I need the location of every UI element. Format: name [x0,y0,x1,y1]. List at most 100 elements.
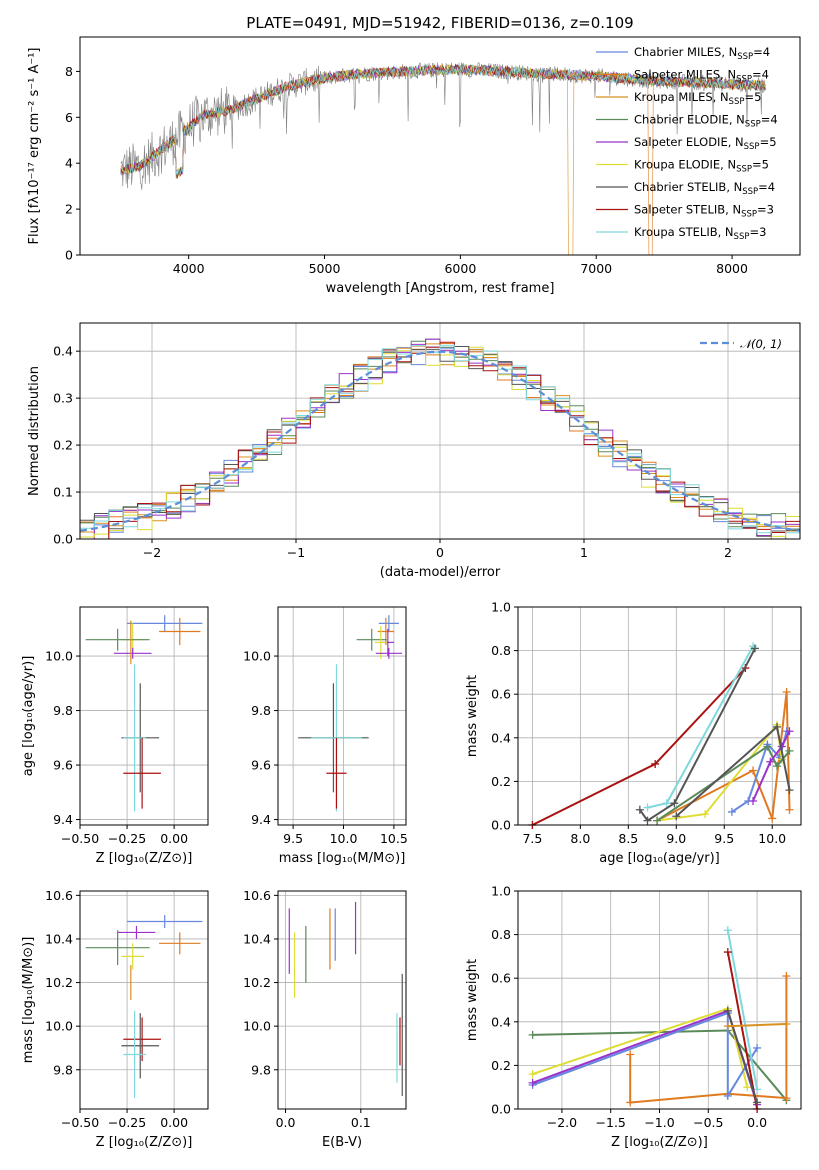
series-marker [528,1078,537,1087]
series-marker [766,757,775,766]
legend-label: Chabrier MILES, NSSP=4 [634,45,770,62]
x-axis-label: Z [log₁₀(Z/Z⊙)] [96,851,193,866]
y-tick-label: 9.8 [53,703,73,718]
spectrum-legend: Chabrier MILES, NSSP=4 Salpeter MILES, NS… [596,45,778,242]
x-tick-label: −0.25 [108,1115,146,1130]
residuals-axes: −2 −1 0 1 2 0.0 0.1 0.2 0.3 0.4 (data-model)/error… [27,323,800,580]
series-marker [727,807,736,816]
series-line [638,647,756,822]
series-marker [643,803,652,812]
y-axis-label: mass weight [465,959,480,1041]
x-axis-label: (data-model)/error [380,565,501,580]
mass_vs_ebv-axes: 0.0 0.1 9.8 10.0 10.2 10.4 10.6 E(B-V) [243,888,406,1150]
y-axis-label: mass weight [465,675,480,757]
legend-label: Kroupa STELIB, NSSP=3 [634,225,766,242]
y-axis-label: Flux [fλ10⁻¹⁷ erg cm⁻² s⁻¹ A⁻¹] [27,48,42,245]
y-tick-label: 10.0 [243,1019,271,1034]
series-marker [672,812,681,821]
x-tick-label: 0.1 [351,1115,371,1130]
series-marker [782,688,791,697]
x-tick-label: 9.0 [666,831,686,846]
y-tick-label: 0.8 [491,927,511,942]
y-tick-label: 10.6 [243,888,271,903]
legend-label: Salpeter ELODIE, NSSP=5 [634,135,777,152]
x-tick-label: 8000 [716,261,748,276]
series-marker [723,1091,732,1100]
series-marker [626,1050,635,1059]
x-tick-label: 6000 [444,261,476,276]
y-tick-label: 10.0 [45,1019,73,1034]
x-axis-label: mass [log₁₀(M/M⊙)] [279,851,406,866]
x-tick-label: 7.5 [522,831,542,846]
series-marker [626,1098,635,1107]
x-tick-label: 9.5 [714,831,734,846]
series-marker [662,799,671,808]
y-tick-label: 9.4 [53,812,73,827]
y-tick-label: 10.2 [243,975,271,990]
legend-label: Chabrier STELIB, NSSP=4 [634,180,775,197]
x-tick-label: −0.5 [693,1115,723,1130]
age_vs_mass-axes: 9.5 10.0 10.5 9.4 9.6 9.8 10.0 mass [log₁₀(M/M⊙… [243,607,408,866]
histogram-kroupa-stelib [80,344,800,534]
series-marker [528,1030,537,1039]
y-tick-label: 4 [65,156,73,171]
weight_vs_Z-series [528,926,791,1113]
x-tick-label: −1 [287,545,305,560]
y-tick-label: 0 [65,248,73,263]
legend-label: Salpeter MILES, NSSP=4 [634,68,769,85]
y-tick-label: 6 [65,110,73,125]
y-tick-label: 10.0 [243,649,271,664]
y-tick-label: 9.8 [53,1062,73,1077]
age_vs_mass-frame [277,606,407,826]
y-tick-label: 10.4 [45,931,73,946]
series-marker [670,799,679,808]
series-line [647,645,754,809]
series-marker [785,786,794,795]
x-tick-label: −0.25 [108,831,146,846]
mass_vs_Z-axes: −0.50 −0.25 0.00 9.8 10.0 10.2 10.4 10.6 Z [log₁… [21,888,208,1150]
weight_vs_Z-frame [517,890,802,1110]
x-axis-label: age [log₁₀(age/yr)] [599,851,720,866]
series-marker [723,1022,732,1031]
x-tick-label: 9.5 [283,831,303,846]
mass_vs_Z-points [85,914,203,1099]
series-marker [635,805,644,814]
x-tick-label: 1 [580,545,588,560]
x-tick-label: 0.0 [747,1115,767,1130]
series-marker [651,759,660,768]
series-marker [723,948,732,957]
x-tick-label: −1.0 [644,1115,674,1130]
x-tick-label: 10.5 [380,831,408,846]
model-spectrum [120,64,766,177]
series-marker [653,816,662,825]
series-marker [528,1070,537,1079]
weight_vs_Z-axes: −2.0 −1.5 −1.0 −0.5 0.0 0.0 0.2 0.4 0.6 0.8 1.0 Z [… [465,884,801,1150]
weight_vs_age-frame [517,606,802,826]
series-marker [763,742,772,751]
y-tick-label: 9.6 [53,758,73,773]
x-tick-label: 0.00 [160,831,188,846]
series-line [752,730,791,802]
series-line [532,1009,759,1105]
y-tick-label: 10.0 [45,649,73,664]
y-tick-label: 10.2 [45,975,73,990]
x-tick-label: 4000 [173,261,205,276]
model-spectrum [120,63,766,176]
x-axis-label: Z [log₁₀(Z/Z⊙)] [96,1135,193,1150]
x-tick-label: −1.5 [596,1115,626,1130]
series-marker [773,722,782,731]
spectrum-frame [79,36,801,256]
y-tick-label: 10.4 [243,931,271,946]
y-tick-label: 0.2 [491,774,511,789]
x-tick-label: 0.00 [160,1115,188,1130]
series-marker [785,746,794,755]
y-tick-label: 0.0 [53,532,73,547]
y-tick-label: 9.4 [251,812,271,827]
series-marker [785,727,794,736]
series-marker [743,1083,752,1092]
y-tick-label: 9.6 [251,758,271,773]
legend-label: 𝒩(0, 1) [740,337,782,351]
mass_vs_Z-frame [79,890,209,1110]
